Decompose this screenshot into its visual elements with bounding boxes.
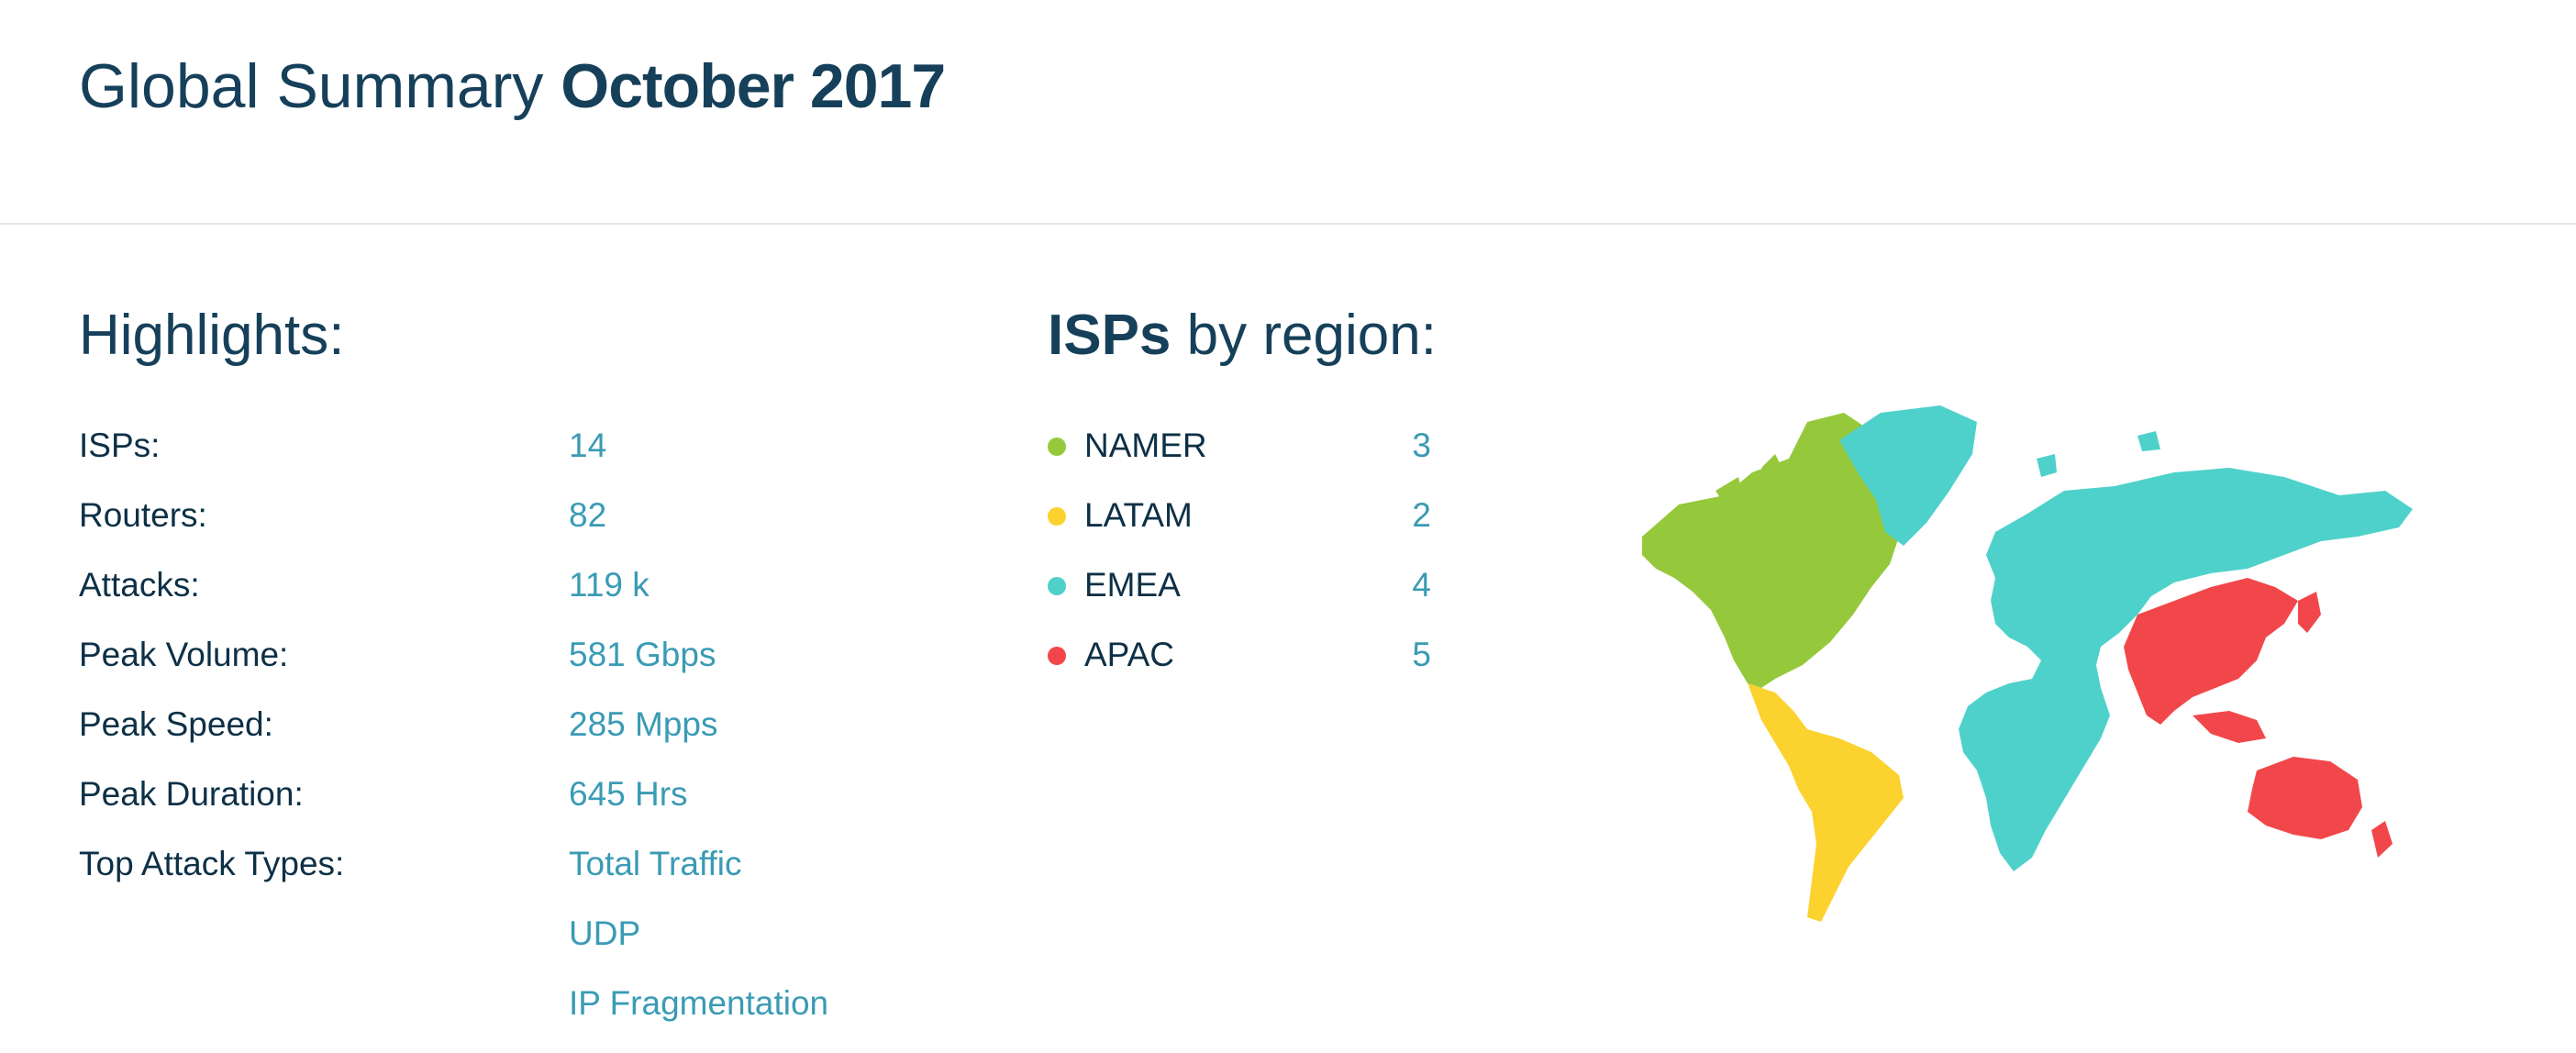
highlight-row-isps: ISPs: 14 [79,420,905,471]
namer-region [1761,454,1784,482]
regions-title-strong: ISPs [1048,304,1171,367]
attack-type-row: UDP [79,908,905,959]
emea-region [2137,431,2160,451]
legend-count: 2 [1412,496,1431,534]
highlight-value: 119 k [569,566,650,604]
legend-label: LATAM [1084,496,1193,534]
legend-count: 5 [1412,636,1431,673]
apac-region [2193,711,2266,743]
page-title: Global Summary October 2017 [79,50,946,123]
apac-region [2248,757,2362,839]
legend-dot [1048,577,1066,595]
emea-region [1839,405,1977,546]
apac-region [2371,821,2393,858]
highlight-label: ISPs: [79,427,161,464]
highlight-row-routers: Routers: 82 [79,490,905,541]
namer-region [1642,413,1917,688]
page-title-period: October 2017 [561,51,946,121]
highlight-label: Top Attack Types: [79,845,345,882]
highlight-value: 645 Hrs [569,775,688,813]
legend-dot [1048,647,1066,665]
highlight-row-attacks: Attacks: 119 k [79,560,905,611]
highlight-label: Peak Volume: [79,636,289,673]
highlight-value: 82 [569,496,607,534]
legend-count: 3 [1412,427,1431,464]
highlight-row-peak-speed: Peak Speed: 285 Mpps [79,699,905,750]
world-map-icon [1642,405,2413,922]
legend-label: APAC [1084,636,1175,673]
highlight-row-top-attack-types: Top Attack Types: Total Traffic [79,838,905,890]
namer-region [1715,477,1743,504]
legend-label: EMEA [1084,566,1181,604]
highlight-label: Attacks: [79,566,200,604]
legend-item-emea: EMEA 4 [1048,560,1433,611]
legend-item-apac: APAC 5 [1048,629,1433,681]
highlight-label: Peak Speed: [79,705,273,743]
regions-title: ISPs by region: [1048,303,1437,369]
apac-region [2124,578,2298,725]
attack-type-row: IP Fragmentation [79,978,905,1029]
apac-region [2298,592,2321,633]
legend-count: 4 [1412,566,1431,604]
highlight-label: Routers: [79,496,207,534]
highlight-value: 285 Mpps [569,705,718,743]
highlight-label: Peak Duration: [79,775,304,813]
highlight-value: 14 [569,427,607,464]
legend-dot [1048,438,1066,456]
highlight-row-peak-volume: Peak Volume: 581 Gbps [79,629,905,681]
latam-region [1748,683,1904,922]
highlight-value: 581 Gbps [569,636,716,673]
highlight-value: Total Traffic [569,845,742,882]
emea-region [2037,454,2057,477]
highlight-row-peak-duration: Peak Duration: 645 Hrs [79,769,905,820]
legend-item-latam: LATAM 2 [1048,490,1433,541]
legend-item-namer: NAMER 3 [1048,420,1433,471]
emea-region [1959,468,2413,871]
attack-type-value: UDP [569,914,641,952]
legend-dot [1048,507,1066,526]
page-header: Global Summary October 2017 [0,0,2576,225]
attack-type-value: IP Fragmentation [569,984,829,1022]
regions-title-light: by region: [1186,304,1437,367]
page-title-label: Global Summary [79,51,544,121]
legend-label: NAMER [1084,427,1207,464]
highlights-title: Highlights: [79,304,345,367]
